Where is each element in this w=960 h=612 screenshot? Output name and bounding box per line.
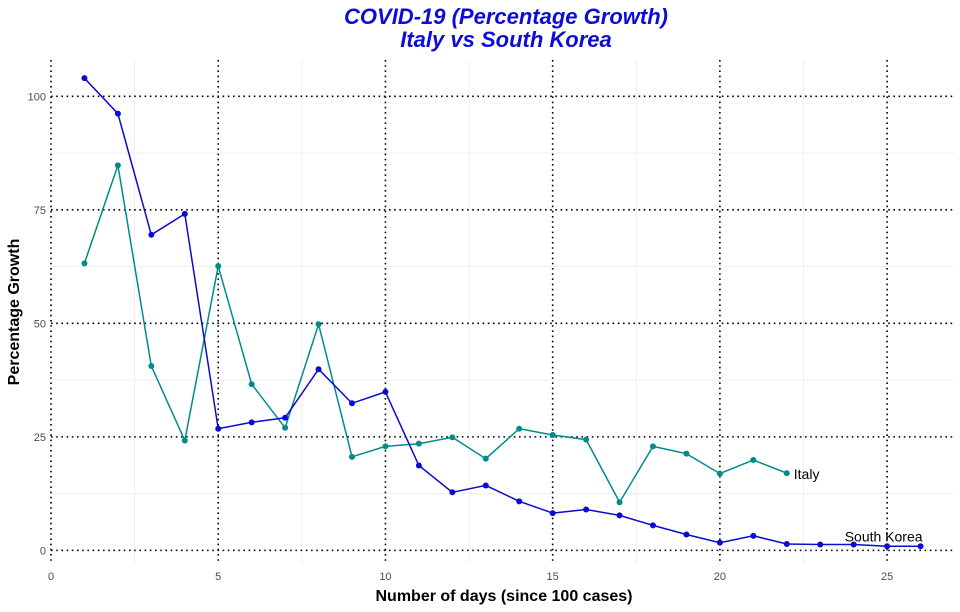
major-gridlines: [50, 60, 954, 564]
data-point: [549, 510, 556, 517]
x-tick-label: 25: [881, 571, 893, 583]
data-point: [449, 489, 456, 496]
x-tick-label: 5: [215, 571, 221, 583]
y-tick-label: 100: [28, 91, 46, 103]
data-point: [850, 541, 857, 548]
data-point: [716, 470, 723, 477]
data-point: [783, 470, 790, 477]
data-point: [616, 499, 623, 506]
data-point: [750, 457, 757, 464]
y-axis-label: Percentage Growth: [6, 239, 23, 386]
data-point: [248, 419, 255, 426]
data-point: [449, 434, 456, 441]
data-point: [516, 425, 523, 432]
series-label: South Korea: [845, 528, 923, 544]
chart-title: COVID-19 (Percentage Growth): [344, 4, 668, 29]
data-point: [114, 162, 121, 169]
data-point: [616, 512, 623, 519]
data-point: [783, 541, 790, 548]
x-tick-label: 20: [714, 571, 726, 583]
data-point: [282, 424, 289, 431]
data-point: [683, 450, 690, 457]
data-point: [349, 400, 355, 407]
x-tick-label: 15: [547, 571, 559, 583]
data-point: [114, 110, 121, 117]
data-point: [81, 260, 88, 267]
data-point: [583, 436, 590, 443]
data-point: [315, 321, 322, 328]
data-point: [516, 498, 523, 505]
data-point: [415, 462, 422, 469]
data-point: [148, 363, 155, 370]
chart-subtitle: Italy vs South Korea: [400, 27, 612, 52]
data-point: [650, 443, 656, 450]
tick-labels: 0 5 10 15 20 25 0 25 50 75 100: [28, 91, 894, 583]
series-line: [83, 165, 788, 504]
data-point: [917, 543, 924, 550]
data-point: [884, 543, 891, 550]
series-group: Italy South Korea: [81, 75, 924, 550]
data-point: [349, 453, 355, 460]
series-label: Italy: [794, 466, 820, 482]
y-tick-label: 75: [34, 205, 46, 217]
y-tick-label: 50: [34, 318, 46, 330]
data-point: [583, 506, 590, 513]
data-point: [750, 532, 757, 539]
data-point: [215, 425, 222, 432]
series-line: [83, 77, 921, 548]
x-axis-label: Number of days (since 100 cases): [375, 588, 632, 605]
data-point: [415, 440, 422, 447]
data-point: [248, 381, 255, 388]
data-point: [482, 482, 489, 489]
x-tick-label: 0: [48, 571, 54, 583]
data-point: [382, 443, 389, 450]
data-point: [683, 531, 690, 538]
data-point: [282, 414, 289, 421]
minor-gridlines: [51, 60, 954, 564]
data-point: [315, 366, 322, 373]
data-point: [817, 541, 824, 548]
y-tick-label: 25: [34, 432, 46, 444]
data-point: [81, 75, 88, 82]
data-point: [181, 210, 188, 217]
data-point: [650, 522, 656, 529]
y-tick-label: 0: [40, 545, 46, 557]
x-tick-label: 10: [379, 571, 391, 583]
data-point: [148, 231, 155, 238]
data-point: [215, 263, 222, 270]
data-point: [482, 455, 489, 462]
data-point: [716, 539, 723, 546]
data-point: [382, 388, 389, 395]
data-point: [549, 432, 556, 439]
data-point: [181, 437, 188, 444]
